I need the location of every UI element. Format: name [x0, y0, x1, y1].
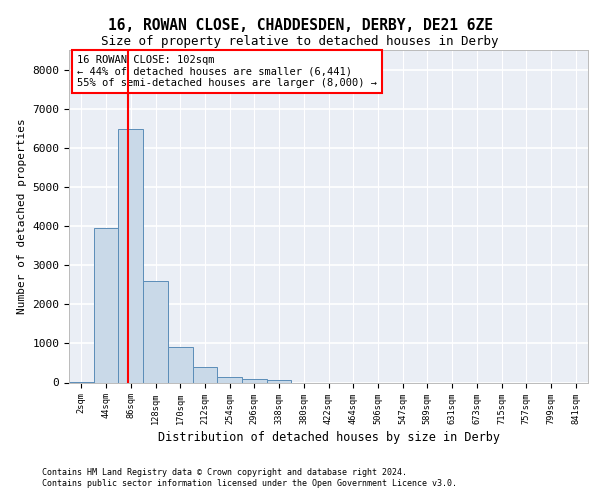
Text: Contains HM Land Registry data © Crown copyright and database right 2024.
Contai: Contains HM Land Registry data © Crown c…	[42, 468, 457, 487]
Text: 16 ROWAN CLOSE: 102sqm
← 44% of detached houses are smaller (6,441)
55% of semi-: 16 ROWAN CLOSE: 102sqm ← 44% of detached…	[77, 55, 377, 88]
Bar	[143, 281, 168, 382]
Bar	[118, 129, 143, 382]
Bar	[217, 376, 242, 382]
Bar	[168, 348, 193, 382]
Y-axis label: Number of detached properties: Number of detached properties	[17, 118, 27, 314]
Bar	[94, 228, 118, 382]
Bar	[193, 367, 217, 382]
Text: 16, ROWAN CLOSE, CHADDESDEN, DERBY, DE21 6ZE: 16, ROWAN CLOSE, CHADDESDEN, DERBY, DE21…	[107, 18, 493, 32]
X-axis label: Distribution of detached houses by size in Derby: Distribution of detached houses by size …	[157, 430, 499, 444]
Bar	[242, 378, 267, 382]
Bar	[267, 380, 292, 382]
Text: Size of property relative to detached houses in Derby: Size of property relative to detached ho…	[101, 35, 499, 48]
